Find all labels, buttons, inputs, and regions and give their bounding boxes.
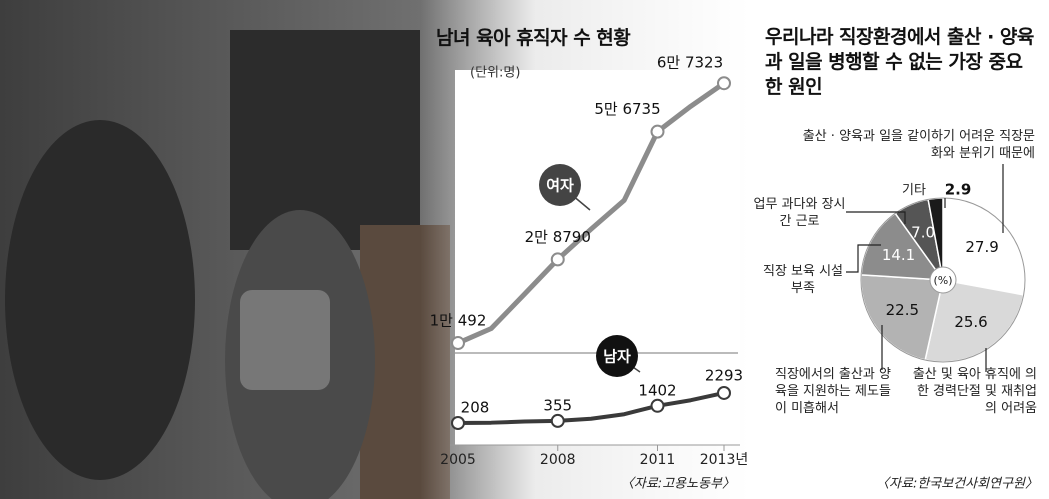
pie-center	[929, 266, 957, 294]
value-label: 7.0	[911, 224, 935, 242]
subtitle: (단위:명)	[470, 66, 520, 81]
value-label: 208	[461, 399, 490, 417]
line	[457, 391, 725, 426]
series-badge	[596, 335, 638, 377]
point	[550, 252, 565, 267]
source: 〈자료:고용노동부〉	[621, 477, 735, 492]
category-label: 출산 · 양육과 일을 같이하기 어려운 직장문화와 분위기 때문에	[802, 129, 1035, 161]
point	[717, 76, 731, 91]
value-label: 2만 8790	[525, 228, 591, 246]
pie-outline	[860, 197, 1026, 363]
value-label: 1402	[638, 381, 676, 399]
value-label: 5만 6735	[594, 100, 660, 118]
value-label: 22.5	[886, 301, 919, 319]
category-label: 직장에서의 출산과 양육을 지원하는 제도들이 미흡해서	[775, 367, 891, 416]
category-label: 출산 및 육아 휴직에 의한 경력단절 및 재취업의 어려움	[912, 367, 1037, 416]
category-label: 기타	[902, 183, 926, 198]
value-label: 1만 492	[430, 312, 487, 330]
person-silhouette	[5, 120, 195, 480]
series-name: 남자	[603, 348, 631, 366]
chart-title: 남녀 육아 휴직자 수 현황	[436, 27, 631, 49]
x-tick-label: 2013년	[700, 452, 749, 468]
leader-line	[846, 211, 906, 224]
backpack	[240, 290, 330, 390]
x-tick-label: 2005	[440, 452, 476, 468]
doorway	[230, 30, 420, 250]
x-tick-label: 2011	[640, 452, 676, 468]
value-label: 27.9	[965, 238, 998, 256]
point	[550, 413, 565, 428]
category-label: 업무 과다와 장시간 근로	[753, 197, 846, 229]
point	[451, 336, 465, 351]
value-label: 6만 7323	[657, 54, 723, 72]
line	[456, 81, 726, 346]
point	[650, 124, 665, 139]
source: 〈자료:한국보건사회연구원〉	[876, 477, 1038, 492]
point	[650, 398, 665, 413]
plot-area	[455, 70, 740, 445]
value-label: 25.6	[954, 313, 987, 331]
point	[451, 416, 465, 431]
point	[717, 385, 731, 400]
value-label: 2293	[705, 366, 743, 384]
leader-line	[846, 244, 881, 273]
center-label: (%)	[933, 274, 952, 287]
x-tick-label: 2008	[540, 452, 576, 468]
value-label: 2.9	[945, 181, 972, 199]
value-label: 14.1	[882, 246, 915, 264]
series-name: 여자	[546, 177, 574, 195]
series-badge	[539, 164, 581, 206]
value-label: 355	[543, 396, 572, 414]
chart-title: 우리나라 직장환경에서 출산 · 양육과 일을 병행할 수 없는 가장 중요한 …	[765, 26, 1034, 98]
category-label: 직장 보육 시설 부족	[762, 264, 844, 296]
